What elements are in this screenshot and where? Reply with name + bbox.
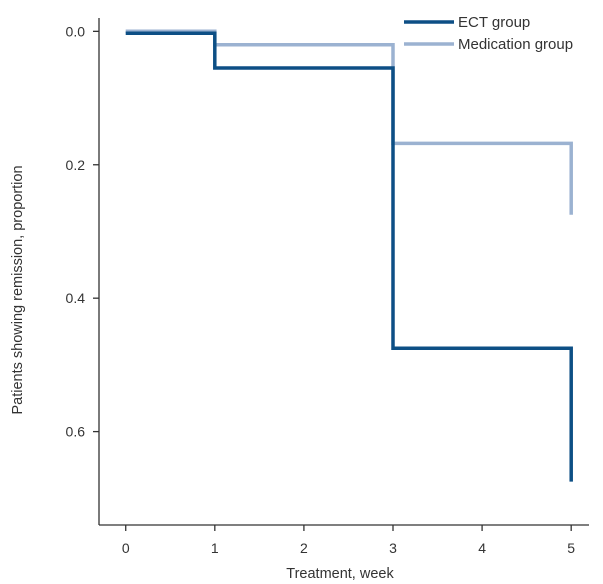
- y-tick-label: 0.4: [66, 290, 86, 306]
- y-axis-label: Patients showing remission, proportion: [10, 165, 26, 414]
- legend-label-ect: ECT group: [458, 14, 530, 31]
- x-axis: 0 1 2 3 4 5 Treatment, week: [99, 524, 589, 582]
- ect-group-line: [125, 31, 573, 482]
- x-tick-label: 2: [300, 540, 308, 556]
- legend-label-medication: Medication group: [458, 36, 573, 53]
- medication-group-line: [125, 29, 573, 215]
- x-axis-label: Treatment, week: [286, 566, 394, 582]
- y-tick-label: 0.2: [66, 157, 86, 173]
- legend: ECT group Medication group: [404, 14, 573, 53]
- x-tick-label: 3: [389, 540, 397, 556]
- y-axis: 0.0 0.2 0.4 0.6 Patients showing remission,…: [10, 18, 100, 525]
- x-tick-label: 1: [211, 540, 219, 556]
- y-tick-label: 0.6: [66, 424, 86, 440]
- x-tick-label: 0: [122, 540, 130, 556]
- legend-item-medication: Medication group: [404, 36, 573, 53]
- x-tick-label: 4: [478, 540, 486, 556]
- legend-item-ect: ECT group: [404, 14, 530, 31]
- x-tick-label: 5: [567, 540, 575, 556]
- y-tick-label: 0.0: [66, 23, 86, 39]
- plot-area: [125, 29, 573, 482]
